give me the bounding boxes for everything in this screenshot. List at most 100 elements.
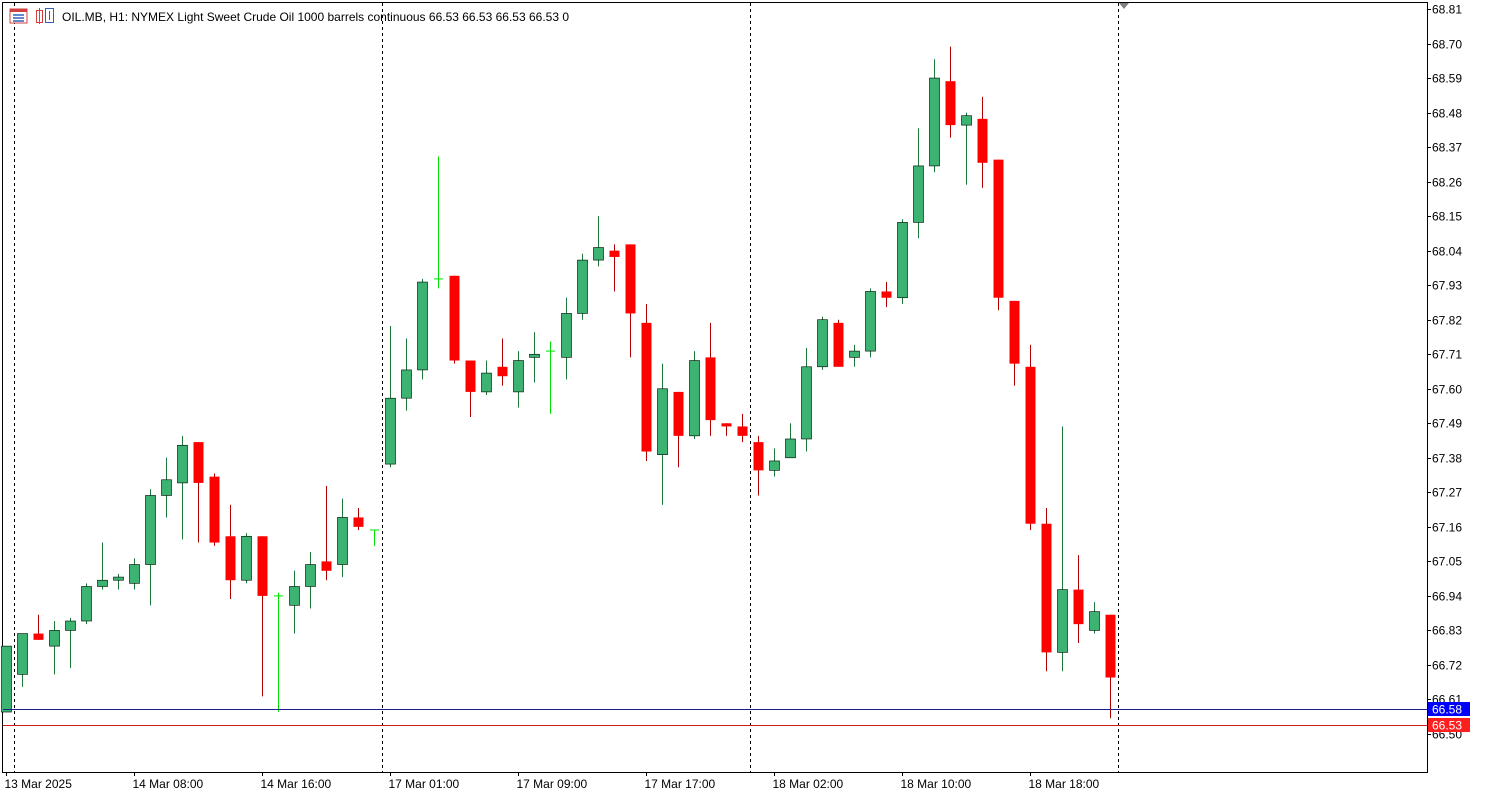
candle-body bbox=[321, 561, 332, 571]
chart-menu-icon[interactable] bbox=[9, 8, 28, 24]
candle bbox=[497, 338, 508, 386]
candle-body bbox=[1009, 300, 1020, 364]
candle bbox=[817, 316, 828, 370]
candle-body bbox=[449, 275, 460, 361]
candle bbox=[1041, 508, 1052, 672]
price-tick-label: 67.93 bbox=[1432, 279, 1462, 293]
candle bbox=[65, 617, 76, 669]
candle bbox=[721, 423, 732, 436]
time-tick-label: 18 Mar 10:00 bbox=[901, 777, 972, 791]
price-axis: 68.81 68.70 68.59 68.48 68.37 68.26 68.15 68.04… bbox=[1427, 3, 1462, 742]
candle bbox=[1, 645, 12, 713]
candle-body bbox=[593, 247, 604, 261]
candle bbox=[49, 621, 60, 675]
candle-body bbox=[385, 397, 396, 465]
candle-body bbox=[881, 291, 892, 298]
candle-body bbox=[705, 357, 716, 421]
candle-body bbox=[129, 564, 140, 584]
period-separators bbox=[14, 3, 1119, 772]
price-tick-label: 68.26 bbox=[1432, 176, 1462, 190]
price-tick-label: 67.71 bbox=[1432, 348, 1462, 362]
price-tick-label: 68.59 bbox=[1432, 72, 1462, 86]
candle-body bbox=[17, 633, 28, 675]
candle-body bbox=[737, 426, 748, 436]
candle-body bbox=[497, 366, 508, 377]
candle-body bbox=[1057, 589, 1068, 653]
candle-body bbox=[225, 536, 236, 581]
candle-body bbox=[1089, 611, 1100, 631]
candle-body bbox=[673, 391, 684, 436]
candle-body bbox=[417, 281, 428, 371]
chart-shift-marker-icon[interactable] bbox=[1119, 3, 1129, 9]
candle bbox=[849, 344, 860, 367]
time-tick-label: 17 Mar 01:00 bbox=[389, 777, 460, 791]
candle bbox=[385, 325, 396, 468]
candle bbox=[241, 533, 252, 584]
candle-body bbox=[209, 476, 220, 543]
bid-ask-lines bbox=[3, 709, 1427, 726]
candle bbox=[913, 128, 924, 239]
candle bbox=[370, 529, 379, 546]
candle bbox=[289, 570, 300, 634]
candle-body bbox=[113, 576, 124, 581]
chart-header: OIL.MB, H1: NYMEX Light Sweet Crude Oil … bbox=[9, 8, 569, 24]
candle bbox=[705, 322, 716, 436]
price-tick-label: 68.37 bbox=[1432, 141, 1462, 155]
price-tick-label: 68.81 bbox=[1432, 3, 1462, 17]
candle-body bbox=[961, 115, 972, 126]
candle-body bbox=[577, 259, 588, 314]
candle-body bbox=[289, 586, 300, 606]
candle bbox=[769, 448, 780, 477]
candle bbox=[465, 360, 476, 418]
time-axis: 13 Mar 2025 14 Mar 08:00 14 Mar 16:00 17 Ma… bbox=[5, 772, 1100, 791]
candle-body bbox=[753, 442, 764, 471]
timeframe-label: H1: bbox=[109, 10, 128, 24]
candle-body bbox=[721, 423, 732, 427]
candle bbox=[881, 282, 892, 308]
time-tick-label: 18 Mar 02:00 bbox=[773, 777, 844, 791]
candle bbox=[609, 244, 620, 292]
candle bbox=[17, 633, 28, 687]
candle bbox=[1105, 614, 1116, 719]
candle bbox=[561, 297, 572, 380]
bid-price-tag: 66.53 bbox=[1428, 718, 1470, 733]
time-tick-label: 13 Mar 2025 bbox=[5, 777, 73, 791]
candle bbox=[625, 244, 636, 358]
candle bbox=[737, 413, 748, 443]
candle bbox=[129, 558, 140, 590]
symbol-description: NYMEX Light Sweet Crude Oil 1000 barrels… bbox=[131, 10, 425, 24]
candle-body bbox=[97, 579, 108, 587]
candle bbox=[1057, 426, 1068, 672]
price-tick-label: 67.38 bbox=[1432, 452, 1462, 466]
candle-body bbox=[193, 442, 204, 483]
candle-body bbox=[993, 159, 1004, 298]
candle-body bbox=[513, 360, 524, 393]
candle bbox=[546, 341, 555, 414]
candle bbox=[1089, 602, 1100, 634]
ask-price-label: 66.58 bbox=[1432, 703, 1462, 717]
candle-body bbox=[817, 319, 828, 368]
candle-body bbox=[1073, 589, 1084, 625]
candle bbox=[401, 338, 412, 411]
candle bbox=[753, 435, 764, 496]
candle bbox=[274, 592, 283, 713]
candle-body bbox=[1, 645, 12, 713]
candle bbox=[529, 332, 540, 383]
candle-body bbox=[1025, 366, 1036, 524]
candle bbox=[673, 391, 684, 468]
chart-indicators-icon[interactable] bbox=[36, 8, 54, 24]
candle bbox=[897, 219, 908, 305]
candle-body bbox=[241, 535, 252, 581]
candle-body bbox=[897, 222, 908, 299]
candle bbox=[657, 363, 668, 505]
candle bbox=[33, 614, 44, 640]
volume-value: 0 bbox=[562, 10, 569, 24]
candle-body bbox=[657, 388, 668, 455]
candle bbox=[305, 551, 316, 609]
candle-body bbox=[161, 479, 172, 496]
candle-body bbox=[769, 460, 780, 471]
candle-body bbox=[785, 438, 796, 459]
candle bbox=[577, 253, 588, 320]
candle bbox=[801, 347, 812, 452]
